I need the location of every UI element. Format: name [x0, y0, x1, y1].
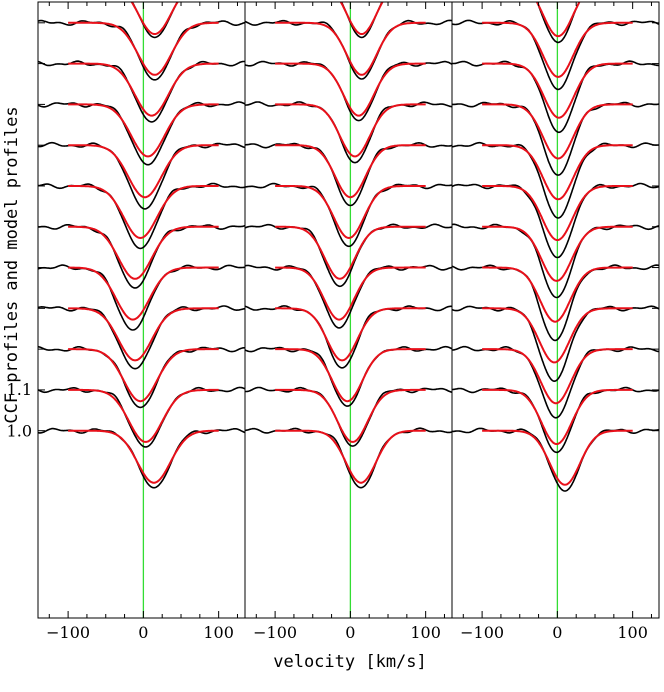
- x-tick-label: −100: [460, 623, 504, 642]
- y-axis-label: CCF profiles and model profiles: [2, 106, 22, 423]
- model-profile: [482, 225, 633, 282]
- x-axis-label: velocity [km/s]: [273, 652, 427, 672]
- model-profile: [339, 2, 384, 35]
- plot-layer: [38, 2, 659, 618]
- observed-profile: [536, 2, 581, 44]
- model-profile: [130, 2, 179, 35]
- model-profile: [275, 21, 426, 76]
- model-profile: [275, 62, 426, 117]
- model-profile: [68, 21, 219, 76]
- model-profile: [482, 21, 633, 78]
- observed-profile: [38, 19, 245, 81]
- model-profile: [68, 103, 219, 158]
- panel-middle: [245, 2, 452, 618]
- observed-profile: [38, 101, 245, 166]
- panel-curves: [245, 2, 452, 618]
- observed-profile: [452, 223, 659, 299]
- model-profile: [482, 62, 633, 119]
- observed-profile: [452, 264, 659, 342]
- ticks-layer: −100 0 100 −100 0 100 −100 0 100 1.0 1.1: [7, 2, 659, 642]
- observed-profile: [452, 101, 659, 176]
- model-profile: [482, 388, 633, 445]
- observed-profile: [245, 60, 452, 122]
- y-tick-label: 1.1: [7, 380, 32, 399]
- model-profile: [275, 103, 426, 158]
- model-profile: [275, 185, 426, 240]
- model-profile: [68, 225, 219, 280]
- observed-profile: [245, 182, 452, 248]
- model-profile: [535, 2, 581, 38]
- x-tick-label: 0: [345, 623, 355, 642]
- observed-profile: [452, 427, 659, 492]
- observed-profile: [38, 305, 245, 370]
- x-tick-label: 100: [410, 623, 441, 642]
- model-profile: [275, 348, 426, 403]
- model-profile: [482, 429, 633, 486]
- model-profile: [275, 429, 426, 484]
- model-profile: [482, 103, 633, 160]
- model-profile: [67, 307, 219, 362]
- model-profile: [68, 388, 219, 443]
- x-tick-label: 0: [552, 623, 562, 642]
- observed-profile: [245, 345, 452, 407]
- model-profile: [275, 144, 426, 199]
- model-profile: [482, 266, 633, 323]
- observed-profile: [245, 427, 452, 489]
- x-tick-label: −100: [46, 623, 90, 642]
- model-profile: [482, 185, 633, 242]
- model-profile: [482, 348, 633, 405]
- observed-profile: [245, 19, 452, 80]
- observed-profile: [38, 224, 245, 289]
- model-profile: [68, 185, 219, 240]
- observed-profile: [452, 19, 659, 91]
- model-profile: [482, 307, 633, 364]
- observed-profile: [452, 345, 659, 419]
- model-profile: [275, 225, 426, 280]
- observed-profile: [452, 182, 659, 259]
- panel-frame: [451, 1, 660, 619]
- observed-profile: [38, 427, 245, 489]
- observed-profile: [452, 141, 659, 219]
- observed-profile: [452, 386, 659, 454]
- panel-right: [452, 2, 659, 618]
- panel-left: [38, 2, 245, 618]
- observed-profile: [38, 386, 245, 448]
- frame-layer: [37, 1, 660, 619]
- model-profile: [275, 307, 426, 362]
- observed-profile: [245, 223, 452, 288]
- x-tick-label: 0: [138, 623, 148, 642]
- model-profile: [68, 429, 219, 484]
- observed-profile: [452, 60, 659, 134]
- model-profile: [68, 348, 219, 403]
- panel-curves: [452, 2, 659, 618]
- x-tick-label: −100: [253, 623, 297, 642]
- x-tick-label: 100: [203, 623, 234, 642]
- observed-profile: [38, 60, 245, 123]
- observed-profile: [245, 141, 452, 207]
- model-profile: [68, 144, 219, 199]
- model-profile: [68, 62, 219, 117]
- model-profile: [275, 388, 426, 443]
- panel-curves: [38, 2, 245, 618]
- model-profile: [275, 266, 426, 321]
- model-profile: [482, 144, 633, 201]
- y-tick-label: 1.0: [7, 422, 32, 441]
- x-tick-label: 100: [617, 623, 648, 642]
- model-profile: [68, 266, 219, 321]
- labels-layer: velocity [km/s] CCF profiles and model p…: [2, 106, 427, 672]
- observed-profile: [245, 386, 452, 447]
- observed-profile: [452, 305, 659, 383]
